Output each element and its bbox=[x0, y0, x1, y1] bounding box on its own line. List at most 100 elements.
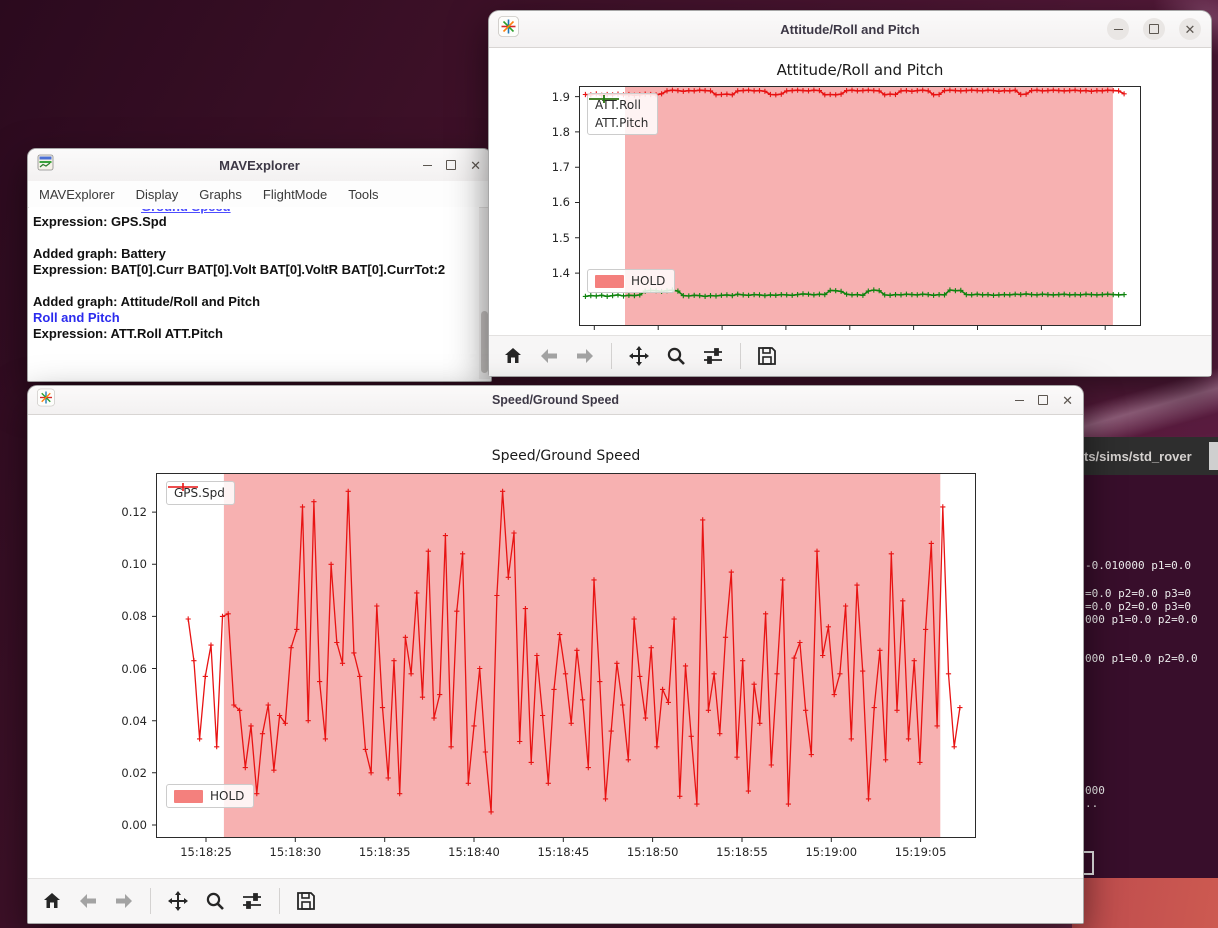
hold-legend[interactable]: HOLD bbox=[587, 269, 676, 293]
x-tick-label: 15:18:25 bbox=[180, 845, 232, 859]
toolbar-separator bbox=[740, 343, 741, 369]
minimize-button[interactable] bbox=[423, 164, 433, 166]
home-button[interactable] bbox=[503, 346, 523, 366]
legend-label-att-roll: ATT.Roll bbox=[595, 98, 641, 112]
menu-display[interactable]: Display bbox=[135, 186, 179, 202]
pan-button[interactable] bbox=[167, 890, 189, 912]
minimize-button[interactable] bbox=[1107, 18, 1129, 40]
clipped-link-line: Ground Speed bbox=[33, 209, 479, 214]
matplotlib-logo-icon bbox=[498, 16, 519, 42]
x-tick-label: 15:18:40 bbox=[448, 845, 500, 859]
y-tick-label: 0.04 bbox=[121, 713, 147, 728]
forward-button[interactable] bbox=[575, 348, 595, 364]
close-button[interactable]: ✕ bbox=[470, 159, 481, 172]
home-button[interactable] bbox=[42, 891, 62, 911]
terminal-line: 000 p1=0.0 p2=0.0 bbox=[1085, 613, 1198, 626]
x-tick-label: 15:18:55 bbox=[716, 845, 768, 859]
roll-and-pitch-link[interactable]: Roll and Pitch bbox=[33, 310, 120, 325]
log-line: Expression: GPS.Spd bbox=[33, 214, 167, 229]
speed-window: Speed/Ground Speed ✕ Speed/Ground Speed … bbox=[27, 385, 1084, 924]
minimize-button[interactable] bbox=[1015, 399, 1025, 401]
y-tick-label: 1.4 bbox=[551, 266, 570, 281]
speed-titlebar[interactable]: Speed/Ground Speed ✕ bbox=[28, 386, 1083, 415]
hold-swatch bbox=[595, 274, 624, 288]
save-button[interactable] bbox=[296, 891, 316, 911]
pan-button[interactable] bbox=[628, 345, 650, 367]
configure-subplots-button[interactable] bbox=[702, 347, 724, 365]
attitude-window: Attitude/Roll and Pitch ✕ Attitude/Roll … bbox=[488, 10, 1212, 377]
log-line: Expression: ATT.Roll ATT.Pitch bbox=[33, 326, 223, 341]
log-line bbox=[33, 230, 479, 246]
y-tick-label: 1.5 bbox=[551, 230, 570, 245]
terminal-line: =0.0 p2=0.0 p3=0 bbox=[1085, 600, 1191, 613]
menu-mavexplorer[interactable]: MAVExplorer bbox=[39, 186, 115, 202]
zoom-button[interactable] bbox=[666, 346, 686, 366]
terminal-tab[interactable]: ts/sims/std_rover bbox=[1084, 448, 1192, 464]
y-tick-label: 1.6 bbox=[551, 195, 570, 210]
log-line bbox=[33, 278, 479, 294]
speed-plot-area[interactable]: GPS.Spd HOLD 15:18:25 15:18:30 15:18:35 15:… bbox=[121, 473, 976, 859]
figure-title: Attitude/Roll and Pitch bbox=[776, 61, 944, 79]
maximize-icon bbox=[1038, 395, 1049, 405]
x-tick-label: 15:18:45 bbox=[537, 845, 590, 859]
minimize-icon bbox=[423, 164, 433, 166]
attitude-plot-area[interactable]: ATT.Roll ATT.Pitch HOLD 15:18:2515:18:30… bbox=[552, 86, 1141, 347]
hold-legend[interactable]: HOLD bbox=[166, 784, 255, 808]
x-tick-label: 15:18:30 bbox=[269, 845, 322, 859]
back-button[interactable] bbox=[78, 893, 98, 909]
window-title: Speed/Ground Speed bbox=[491, 393, 620, 407]
mavexplorer-log[interactable]: Ground Speed Expression: GPS.Spd Added g… bbox=[29, 207, 479, 380]
ground-speed-link: Ground Speed bbox=[141, 209, 479, 214]
zoom-button[interactable] bbox=[205, 891, 225, 911]
y-tick-label: 1.8 bbox=[551, 124, 570, 139]
close-button[interactable]: ✕ bbox=[1179, 18, 1201, 40]
configure-subplots-button[interactable] bbox=[241, 892, 263, 910]
scrollbar-track[interactable] bbox=[479, 208, 490, 379]
x-tick-label: 15:19:00 bbox=[805, 845, 858, 859]
figure-title: Speed/Ground Speed bbox=[491, 448, 641, 464]
menu-tools[interactable]: Tools bbox=[348, 186, 379, 202]
x-tick-label: 15:18:35 bbox=[358, 845, 411, 859]
mavexplorer-titlebar[interactable]: MAVExplorer ✕ bbox=[28, 149, 491, 182]
terminal-line: .. bbox=[1085, 797, 1099, 810]
maximize-button[interactable] bbox=[1038, 395, 1049, 405]
terminal-line: -0.010000 p1=0.0 bbox=[1085, 559, 1191, 572]
mavexplorer-window: MAVExplorer ✕ MAVExplorer Display Graphs… bbox=[27, 148, 492, 382]
legend-label-hold: HOLD bbox=[631, 274, 666, 288]
menu-graphs[interactable]: Graphs bbox=[199, 186, 242, 202]
matplotlib-toolbar bbox=[28, 878, 1083, 923]
y-tick-label: 0.06 bbox=[121, 661, 147, 676]
maximize-button[interactable] bbox=[1143, 18, 1165, 40]
close-icon: ✕ bbox=[470, 157, 481, 173]
scrollbar-thumb[interactable] bbox=[481, 311, 488, 373]
toolbar-separator bbox=[611, 343, 612, 369]
toolbar-separator bbox=[150, 888, 151, 914]
attitude-titlebar[interactable]: Attitude/Roll and Pitch ✕ bbox=[489, 11, 1211, 48]
close-button[interactable]: ✕ bbox=[1062, 394, 1073, 407]
y-tick-label: 0.02 bbox=[121, 765, 147, 780]
terminal-line: 000 bbox=[1085, 784, 1105, 797]
menu-flightmode[interactable]: FlightMode bbox=[262, 186, 328, 202]
terminal-line: =0.0 p2=0.0 p3=0 bbox=[1085, 587, 1191, 600]
save-button[interactable] bbox=[757, 346, 777, 366]
mavexplorer-menubar: MAVExplorer Display Graphs FlightMode To… bbox=[28, 181, 491, 208]
series-legend[interactable]: ATT.Roll ATT.Pitch bbox=[587, 93, 659, 135]
y-tick-label: 0.08 bbox=[121, 609, 147, 624]
wallpaper-salmon-area bbox=[1072, 876, 1218, 928]
y-tick-label: 0.10 bbox=[121, 557, 147, 572]
series-legend[interactable]: GPS.Spd bbox=[166, 481, 235, 505]
toolbar-separator bbox=[279, 888, 280, 914]
y-tick-label: 0.12 bbox=[121, 505, 147, 520]
log-line: Added graph: Attitude/Roll and Pitch bbox=[33, 294, 261, 309]
x-tick-label: 15:18:50 bbox=[626, 845, 679, 859]
forward-button[interactable] bbox=[114, 893, 134, 909]
hold-swatch bbox=[174, 789, 203, 803]
legend-label-hold: HOLD bbox=[210, 789, 245, 803]
terminal-line: 000 p1=0.0 p2=0.0 bbox=[1085, 652, 1198, 665]
x-tick-label: 15:19:05 bbox=[894, 845, 947, 859]
y-tick-label: 0.00 bbox=[121, 817, 147, 832]
back-button[interactable] bbox=[539, 348, 559, 364]
maximize-button[interactable] bbox=[446, 160, 457, 170]
minimize-icon bbox=[1015, 399, 1025, 401]
